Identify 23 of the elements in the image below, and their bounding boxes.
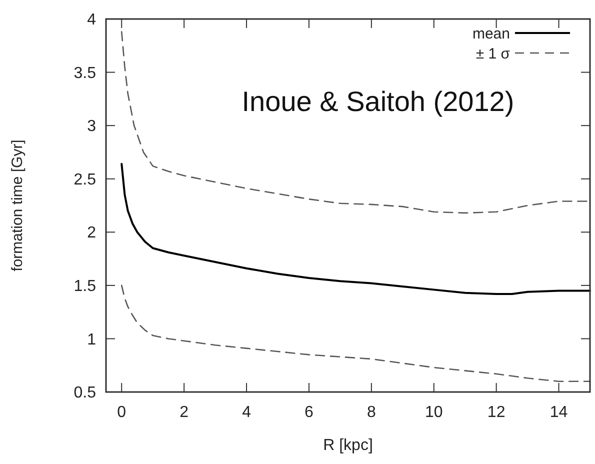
- x-tick-label: 4: [242, 404, 252, 421]
- x-tick-label: 2: [180, 404, 189, 421]
- y-tick-label: 0.5: [74, 384, 96, 402]
- line-series: [120, 162, 591, 295]
- y-tick-label: 2: [87, 224, 96, 242]
- annotation: Inoue & Saitoh (2012): [242, 86, 514, 117]
- y-tick-label: 3.5: [74, 64, 96, 82]
- y-axis-title: formation time [Gyr]: [9, 140, 26, 272]
- x-tick-label: 14: [550, 404, 568, 421]
- x-tick-label: 12: [487, 404, 506, 421]
- x-tick-label: 0: [117, 404, 126, 421]
- y-tick-label: 2.5: [74, 171, 96, 188]
- legend-label: ± 1 σ: [476, 45, 511, 62]
- x-tick-label: 6: [304, 404, 314, 421]
- line-series: [120, 284, 591, 382]
- y-tick-label: 1: [87, 331, 96, 348]
- y-tick-label: 1.5: [74, 278, 96, 296]
- y-tick-label: 4: [87, 12, 96, 29]
- legend-label: mean: [472, 25, 510, 42]
- x-axis-title: R [kpc]: [323, 437, 373, 454]
- y-tick-label: 3: [87, 118, 96, 136]
- x-tick-label: 8: [366, 404, 376, 421]
- x-tick-label: 10: [424, 404, 443, 421]
